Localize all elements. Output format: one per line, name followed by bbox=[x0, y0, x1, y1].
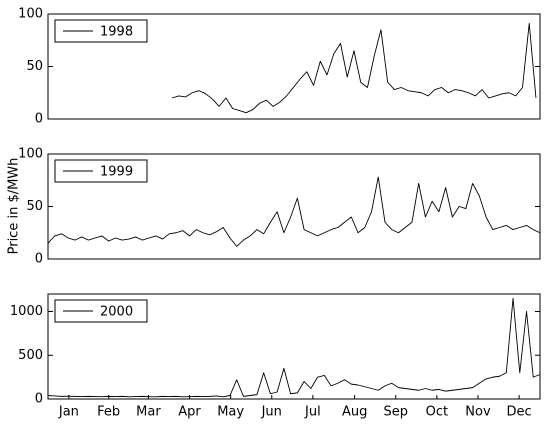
y-tick-label: 50 bbox=[26, 199, 43, 214]
x-tick-label: Nov bbox=[465, 405, 491, 420]
x-tick-label: Apr bbox=[178, 405, 201, 420]
y-tick-label: 0 bbox=[35, 112, 43, 127]
y-tick-label: 100 bbox=[18, 147, 43, 162]
x-tick-label: Jun bbox=[261, 405, 282, 420]
y-tick-label: 0 bbox=[35, 252, 43, 267]
x-tick-label: Oct bbox=[426, 405, 448, 420]
price-line bbox=[47, 297, 541, 398]
x-tick-label: Mar bbox=[136, 405, 161, 420]
legend: 1999 bbox=[54, 159, 148, 183]
x-tick-label: Feb bbox=[97, 405, 120, 420]
legend-box bbox=[54, 299, 148, 323]
y-tick-label: 0 bbox=[35, 392, 43, 407]
x-tick-label: Aug bbox=[342, 405, 367, 420]
legend-label: 1998 bbox=[100, 25, 133, 40]
price-line bbox=[171, 23, 537, 114]
x-tick-label: Sep bbox=[384, 405, 409, 420]
legend-box bbox=[54, 19, 148, 43]
y-tick-label: 500 bbox=[18, 348, 43, 363]
y-tick-label: 100 bbox=[18, 7, 43, 22]
x-tick-label: Jul bbox=[304, 405, 321, 420]
plot-frame bbox=[47, 293, 541, 400]
legend: 2000 bbox=[54, 299, 148, 323]
x-tick-label: Jan bbox=[58, 405, 79, 420]
price-line bbox=[47, 176, 541, 247]
legend-label: 1999 bbox=[100, 165, 133, 180]
legend: 1998 bbox=[54, 19, 148, 43]
x-tick-label: Dec bbox=[507, 405, 532, 420]
legend-box bbox=[54, 159, 148, 183]
legend-label: 2000 bbox=[100, 305, 133, 320]
y-tick-label: 50 bbox=[26, 59, 43, 74]
x-tick-label: May bbox=[217, 405, 244, 420]
y-tick-label: 1000 bbox=[10, 304, 43, 319]
y-axis-label: Price in $/MWh bbox=[7, 158, 22, 255]
